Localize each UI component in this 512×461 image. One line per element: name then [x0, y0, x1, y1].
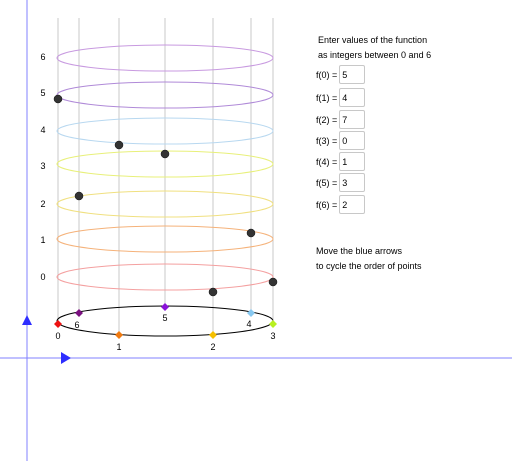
function-value-field-2[interactable] [339, 110, 366, 129]
ring-level-4 [56, 117, 274, 145]
function-point-0 [53, 94, 63, 104]
instructions-line-2: as integers between 0 and 6 [318, 50, 432, 60]
function-input-label-4: f(4) = [316, 156, 338, 167]
level-label-6: 6 [40, 52, 45, 62]
function-point-5 [160, 149, 170, 159]
level-label-0: 0 [40, 272, 45, 282]
function-value-field-4[interactable] [339, 152, 366, 171]
ring-level-2 [56, 190, 274, 218]
hint-text: Move the blue arrows to cycle the order … [316, 244, 422, 274]
base-point-label-5: 5 [162, 313, 167, 323]
function-point-1 [246, 228, 256, 238]
function-input-row-6: f(6) = [316, 195, 366, 214]
function-input-label-1: f(1) = [316, 92, 338, 103]
function-input-row-5: f(5) = [316, 173, 366, 192]
function-input-row-3: f(3) = [316, 131, 366, 150]
level-label-3: 3 [40, 161, 45, 171]
function-value-field-3[interactable] [339, 131, 366, 150]
level-labels: 0 1 2 3 4 5 6 [40, 52, 45, 282]
base-point-label-2: 2 [210, 342, 215, 352]
function-input-label-5: f(5) = [316, 177, 338, 188]
hint-line-2: to cycle the order of points [316, 261, 422, 271]
hint-line-1: Move the blue arrows [316, 246, 403, 256]
function-input-row-1: f(1) = [316, 88, 366, 107]
base-point-0 [54, 320, 62, 328]
function-point-6 [74, 191, 84, 201]
base-point-6 [75, 309, 83, 317]
base-point-label-4: 4 [246, 319, 251, 329]
function-input-label-6: f(6) = [316, 199, 338, 210]
instructions-line-1: Enter values of the function [318, 35, 428, 45]
level-label-2: 2 [40, 199, 45, 209]
triangle-right-icon[interactable] [61, 352, 71, 364]
ring-level-6 [56, 44, 274, 72]
base-ellipse-group: 0 1 2 3 4 5 6 [54, 303, 277, 352]
function-point-4 [208, 287, 218, 297]
base-point-4 [247, 309, 255, 317]
function-point-2 [114, 140, 124, 150]
level-label-5: 5 [40, 88, 45, 98]
level-label-1: 1 [40, 235, 45, 245]
ring-level-1 [56, 225, 274, 253]
function-value-field-5[interactable] [339, 173, 366, 192]
base-point-label-6: 6 [74, 320, 79, 330]
function-value-field-6[interactable] [339, 195, 366, 214]
base-point-2 [209, 331, 217, 339]
function-input-label-3: f(3) = [316, 135, 338, 146]
function-input-row-4: f(4) = [316, 152, 366, 171]
function-input-row-2: f(2) = [316, 110, 366, 129]
base-point-label-0: 0 [55, 331, 60, 341]
cylinder-vertical-lines [57, 18, 274, 335]
function-points [53, 94, 278, 297]
base-point-label-3: 3 [270, 331, 275, 341]
cycle-arrows[interactable] [22, 315, 71, 364]
function-input-row-0: f(0) = [316, 65, 366, 84]
function-value-field-1[interactable] [339, 88, 366, 107]
base-point-5 [161, 303, 169, 311]
base-point-3 [269, 320, 277, 328]
function-input-label-2: f(2) = [316, 114, 338, 125]
function-input-label-0: f(0) = [316, 69, 338, 80]
instructions-text: Enter values of the function as integers… [318, 33, 431, 63]
base-point-1 [115, 331, 123, 339]
function-point-3 [268, 277, 278, 287]
function-value-field-0[interactable] [339, 65, 366, 84]
base-point-label-1: 1 [116, 342, 121, 352]
triangle-up-icon[interactable] [22, 315, 32, 325]
level-label-4: 4 [40, 125, 45, 135]
ring-level-0 [56, 263, 274, 291]
